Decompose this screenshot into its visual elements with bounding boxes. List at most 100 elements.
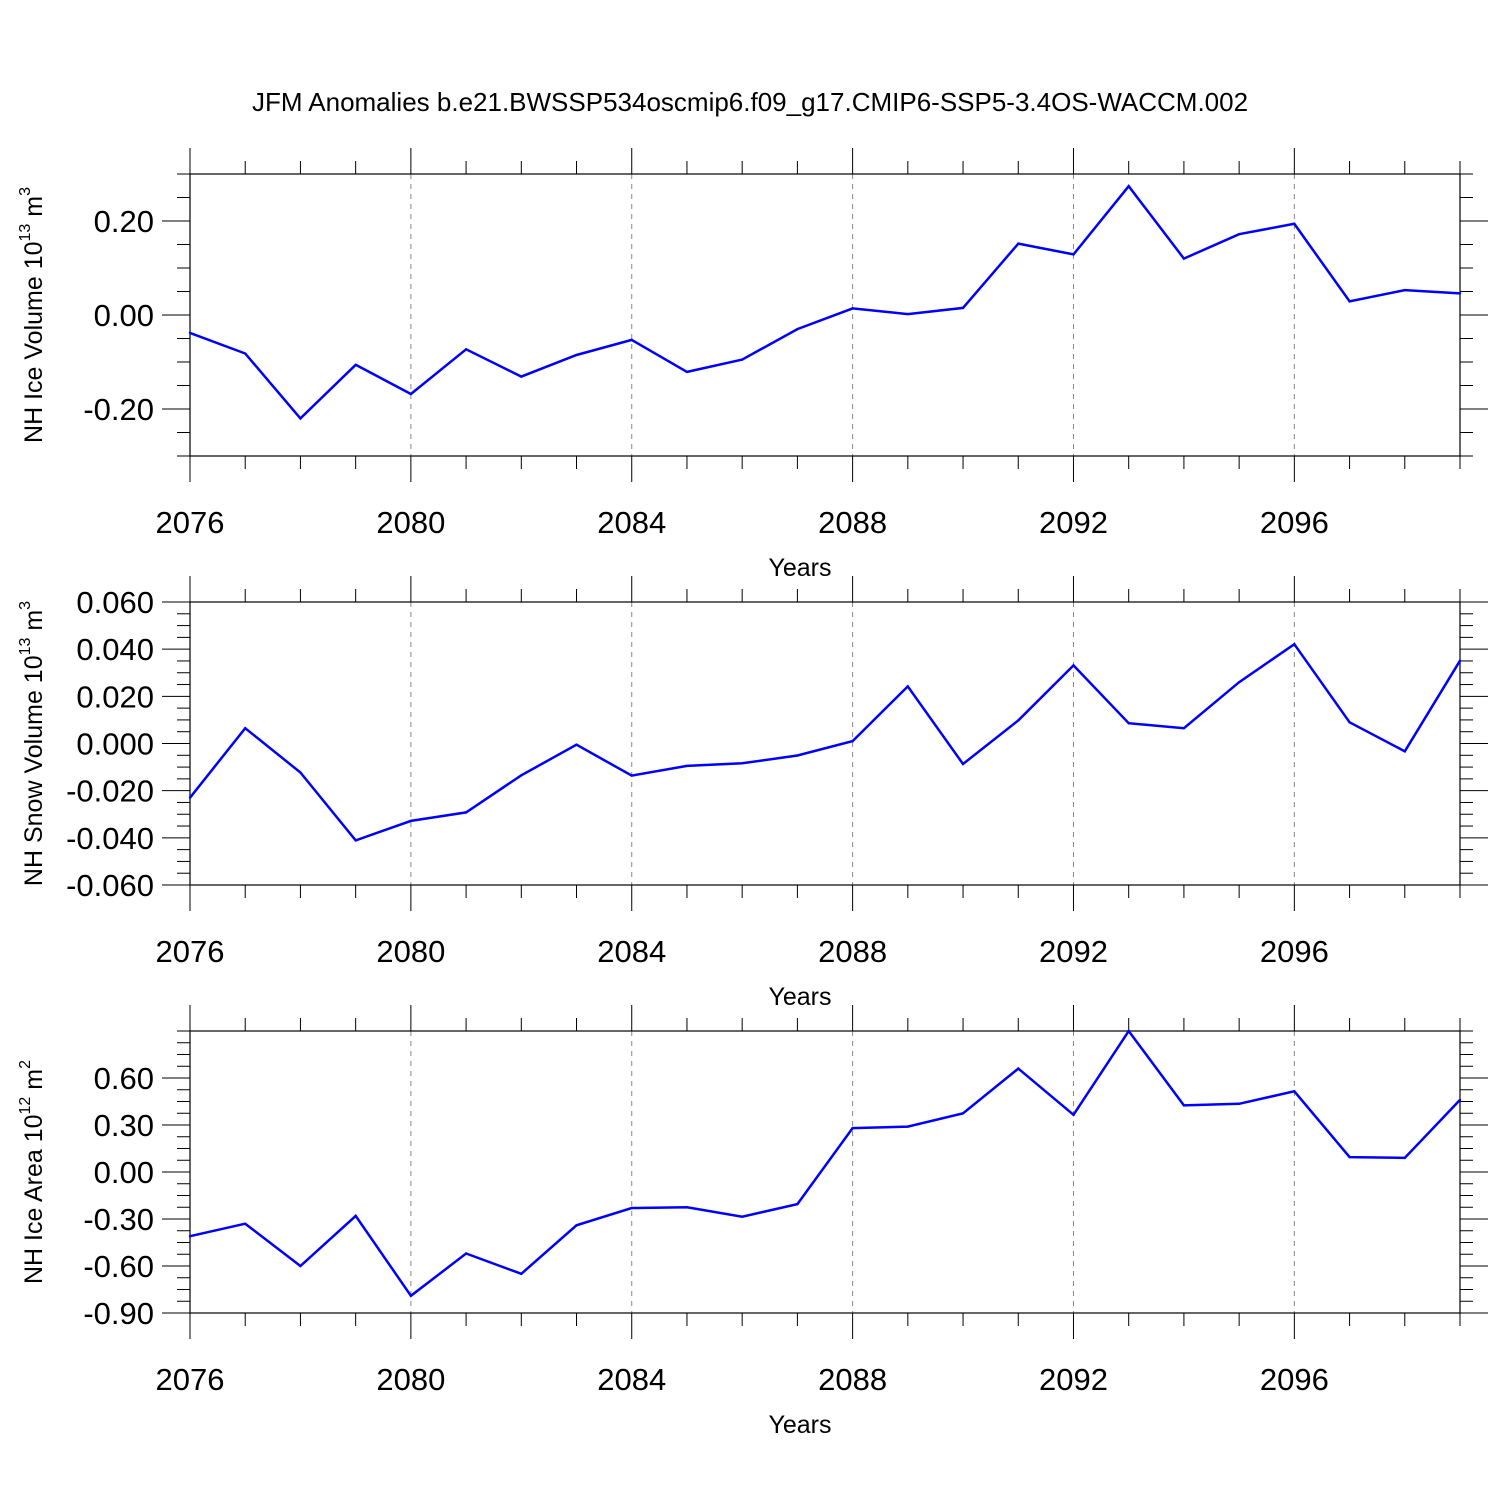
data-point [409, 819, 413, 823]
x-tick-label: 2092 [1039, 934, 1108, 969]
y-axis-title-unit: m [20, 610, 48, 638]
data-point [409, 392, 413, 396]
data-point [1017, 1067, 1020, 1070]
x-tick-label: 2088 [818, 1362, 887, 1397]
data-point [1458, 292, 1462, 295]
y-tick-label: 0.30 [94, 1108, 154, 1143]
data-point [1182, 1104, 1186, 1107]
x-axis-title: Years [768, 554, 831, 582]
data-point [1072, 1113, 1075, 1117]
y-tick-label: -0.30 [83, 1202, 154, 1237]
x-tick-label: 2088 [818, 934, 887, 969]
data-point [299, 771, 302, 774]
data-point [851, 739, 854, 743]
x-tick-label: 2076 [156, 505, 225, 540]
y-axis-title-unit: m [20, 1069, 48, 1097]
data-point [1072, 664, 1075, 667]
data-point [1127, 1029, 1130, 1033]
x-tick-label: 2096 [1260, 505, 1329, 540]
data-point [1127, 722, 1130, 725]
data-point [1458, 1098, 1462, 1102]
data-point [520, 1272, 523, 1276]
y-axis-title-base: NH Snow Volume 10 [20, 655, 48, 886]
data-point [188, 796, 192, 799]
x-tick-label: 2096 [1260, 1362, 1329, 1397]
data-point [188, 331, 192, 335]
data-point [1403, 288, 1406, 292]
x-tick-label: 2088 [818, 505, 887, 540]
x-tick-label: 2084 [597, 505, 666, 540]
y-axis-title-exponent: 12 [17, 1097, 34, 1115]
data-point [575, 1224, 578, 1227]
data-point [961, 1112, 965, 1115]
y-tick-label: 0.00 [94, 298, 154, 333]
x-tick-label: 2096 [1260, 934, 1329, 969]
data-point [1403, 1156, 1406, 1160]
y-tick-label: -0.90 [83, 1296, 154, 1331]
data-point [520, 774, 523, 777]
x-tick-label: 2076 [156, 1362, 225, 1397]
data-point [464, 811, 468, 814]
data-point [796, 327, 799, 331]
data-point [1237, 680, 1241, 684]
x-axis-title: Years [768, 983, 831, 1011]
y-axis-title-unit-exponent: 3 [17, 187, 34, 196]
y-tick-label: 0.60 [94, 1061, 154, 1096]
y-tick-label: 0.040 [76, 632, 154, 667]
series-line [189, 642, 1462, 842]
data-point [1182, 726, 1186, 730]
data-point [1348, 721, 1351, 724]
y-axis-title-exponent: 13 [17, 224, 34, 242]
y-axis-title-unit-exponent: 2 [17, 1060, 34, 1069]
data-point [575, 743, 578, 746]
data-point [740, 1215, 744, 1218]
chart-title: JFM Anomalies b.e21.BWSSP534oscmip6.f09_… [252, 87, 1248, 117]
y-tick-label: 0.020 [76, 679, 154, 714]
y-tick-label: -0.20 [83, 392, 154, 427]
data-point [1237, 1102, 1241, 1106]
data-point [244, 352, 247, 355]
data-point [1237, 232, 1241, 236]
data-point [354, 839, 357, 842]
plot-frame [189, 601, 1461, 886]
data-point [1348, 300, 1351, 303]
data-point [1293, 222, 1296, 226]
data-point [740, 358, 744, 361]
x-tick-label: 2092 [1039, 505, 1108, 540]
data-point [1458, 659, 1462, 662]
data-point [851, 307, 854, 310]
y-axis-title: NH Ice Volume 1013 m3 [17, 187, 48, 443]
data-point [906, 312, 910, 316]
data-point [299, 1264, 302, 1268]
data-point [906, 1125, 910, 1128]
x-tick-label: 2092 [1039, 1362, 1108, 1397]
data-point [851, 1126, 854, 1130]
data-point [1017, 242, 1020, 245]
y-axis-title: NH Ice Area 1012 m2 [17, 1060, 48, 1284]
x-tick-label: 2076 [156, 934, 225, 969]
x-tick-label: 2084 [597, 1362, 666, 1397]
data-point [1182, 257, 1186, 260]
data-point [685, 764, 689, 768]
series-line [189, 184, 1461, 421]
y-axis-title-unit: m [20, 196, 48, 224]
y-axis-title-exponent: 13 [17, 638, 34, 656]
y-tick-label: -0.60 [83, 1249, 154, 1284]
data-point [520, 375, 523, 378]
y-axis-title-base: NH Ice Area 10 [20, 1114, 48, 1284]
data-point [464, 1252, 468, 1255]
data-point [630, 338, 633, 342]
chart-panel-3: -0.90 -0.60 -0.30 0.00 0.30 0.60 2076 2080 2084 2… [17, 1005, 1488, 1439]
data-point [906, 685, 910, 688]
x-tick-label: 2084 [597, 934, 666, 969]
y-tick-label: 0.000 [76, 727, 154, 762]
data-point [1293, 1090, 1296, 1093]
y-axis-title-unit-exponent: 3 [17, 601, 34, 610]
data-point [961, 762, 965, 766]
chart-panel-2: -0.060 -0.040 -0.020 0.000 0.020 0.040 0.060 20… [17, 576, 1488, 1011]
x-tick-label: 2080 [376, 505, 445, 540]
data-point [961, 306, 965, 310]
data-point [630, 1206, 633, 1210]
data-point [299, 417, 302, 420]
